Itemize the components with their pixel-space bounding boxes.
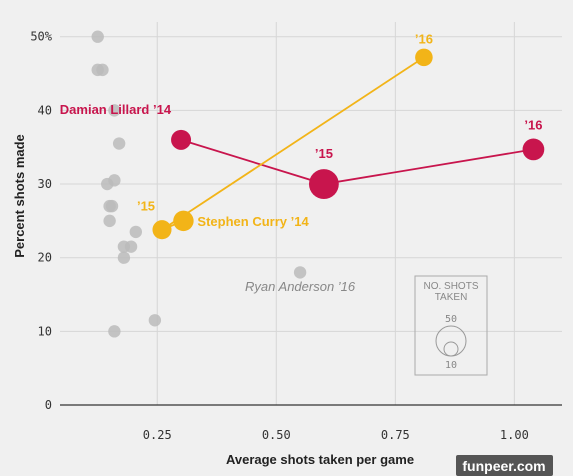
x-tick-label: 0.50 — [262, 428, 291, 442]
data-point-curry — [415, 48, 433, 67]
size-legend-title-line1: NO. SHOTS — [423, 281, 478, 292]
data-point-curry — [173, 210, 194, 232]
point-label-lillard: ’15 — [315, 146, 333, 161]
grid — [60, 22, 562, 405]
data-point-other — [96, 63, 109, 77]
point-label-lillard: Damian Lillard ’14 — [60, 102, 172, 117]
x-tick-label: 1.00 — [500, 428, 529, 442]
watermark-box — [456, 455, 553, 476]
data-point-other — [91, 30, 104, 43]
series-line-lillard — [180, 138, 534, 185]
data-point-lillard — [171, 129, 192, 150]
x-tick-label: 0.75 — [381, 428, 410, 442]
size-legend-big-circle — [435, 325, 467, 357]
series-line-curry — [161, 56, 425, 231]
watermark: funpeer.com — [456, 455, 553, 476]
data-point-other — [293, 266, 307, 279]
data-point-lillard — [522, 138, 545, 161]
y-axis-title: Percent shots made — [12, 134, 27, 258]
size-legend-small-circle — [443, 341, 459, 357]
data-point-other — [124, 240, 138, 253]
data-point-other — [129, 225, 143, 239]
size-legend-box — [414, 275, 488, 376]
y-tick-label: 30 — [38, 177, 52, 191]
point-label-lillard: ’16 — [524, 117, 542, 132]
data-point-other — [101, 177, 114, 191]
point-label-curry: ’15 — [137, 199, 155, 214]
data-point-other — [117, 251, 131, 264]
data-point-other — [103, 214, 116, 228]
y-tick-label: 50% — [30, 30, 52, 44]
y-tick-label: 10 — [38, 324, 52, 338]
size-legend-small-value: 10 — [445, 360, 457, 371]
background-points — [91, 30, 307, 338]
point-label-curry: Stephen Curry ’14 — [197, 214, 309, 229]
series-layer — [152, 48, 545, 240]
data-point-other — [108, 104, 121, 117]
y-tick-label: 0 — [45, 398, 52, 412]
x-axis-title: Average shots taken per game — [226, 452, 414, 467]
data-point-other — [148, 314, 162, 327]
data-point-other — [112, 137, 126, 150]
data-point-curry — [152, 220, 172, 240]
data-point-other — [108, 325, 121, 338]
labels: Damian Lillard ’14 ’15 ’16 Stephen Curry ’1… — [60, 31, 543, 293]
axes: 0 10 20 30 40 50% 0.25 0.50 0.75 1.00 — [30, 30, 562, 442]
y-tick-label: 20 — [38, 251, 52, 265]
point-label-curry: ’16 — [415, 31, 433, 46]
watermark-text: funpeer.com — [462, 458, 545, 474]
size-legend-title-line2: TAKEN — [435, 292, 468, 303]
x-tick-label: 0.25 — [143, 428, 172, 442]
data-point-lillard — [308, 169, 339, 199]
annotation-label: Ryan Anderson ’16 — [245, 279, 356, 294]
y-tick-label: 40 — [38, 103, 52, 117]
size-legend-big-value: 50 — [445, 314, 457, 325]
data-point-other — [103, 199, 116, 213]
size-legend: NO. SHOTS TAKEN 50 10 — [414, 275, 488, 376]
